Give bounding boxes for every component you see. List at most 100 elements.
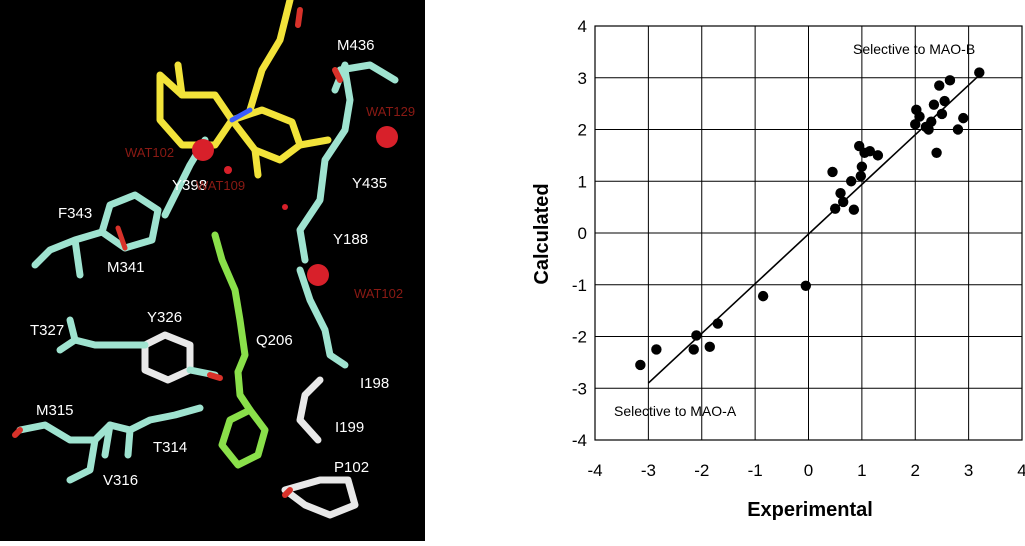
y-tick-label: -3 — [572, 379, 587, 398]
data-point — [974, 67, 985, 78]
residue-label: T314 — [153, 439, 187, 456]
data-point — [855, 170, 867, 182]
water-sphere — [376, 126, 398, 148]
binding-site-structure: M436 Y398 F343 M341 Y435 Y188 T327 Y326 … — [0, 0, 425, 541]
data-point — [635, 359, 646, 371]
x-tick-labels: -4 -3 -2 -1 0 1 2 3 4 — [587, 461, 1025, 480]
data-point — [704, 341, 715, 353]
data-point — [757, 290, 769, 302]
data-point — [934, 80, 945, 91]
data-point — [846, 176, 857, 187]
residue-label: V316 — [103, 472, 138, 489]
bond-stick — [211, 231, 249, 376]
x-axis-title: Experimental — [747, 499, 873, 521]
residue-label: Q206 — [256, 332, 293, 349]
x-tick-label: 4 — [1017, 461, 1025, 480]
x-tick-label: -2 — [694, 461, 709, 480]
bond-stick — [31, 228, 106, 279]
residue-label: T327 — [30, 322, 64, 339]
bond-stick — [56, 316, 79, 354]
y-tick-label: 0 — [578, 224, 587, 243]
data-point — [872, 150, 884, 161]
data-point — [835, 187, 846, 199]
bond-stick — [295, 7, 303, 28]
bond-stick — [296, 66, 354, 264]
residue-label: P102 — [334, 459, 369, 476]
annotation-mao-a: Selective to MAO-A — [614, 403, 737, 419]
annotation-mao-b: Selective to MAO-B — [853, 41, 975, 57]
bond-stick — [246, 0, 294, 114]
y-tick-label: 3 — [578, 69, 587, 88]
bond-stick — [229, 107, 253, 123]
data-point — [952, 124, 964, 135]
data-point — [939, 95, 950, 107]
data-point — [926, 116, 937, 127]
y-axis-title: Calculated — [531, 183, 553, 284]
bond-stick — [207, 372, 223, 381]
data-point — [829, 203, 841, 214]
residue-label: Y398 — [172, 177, 207, 194]
bond-stick — [282, 487, 293, 498]
y-tick-label: 1 — [578, 172, 587, 191]
data-point — [848, 204, 860, 215]
water-sphere — [224, 166, 232, 174]
x-tick-label: 0 — [804, 461, 813, 480]
grid-lines — [594, 25, 1023, 441]
y-tick-labels: 4 3 2 1 0 -1 -2 -3 -4 — [572, 17, 587, 450]
x-tick-label: -1 — [748, 461, 763, 480]
residue-label: I198 — [360, 375, 389, 392]
water-label: WAT109 — [196, 178, 245, 193]
residue-label: Y326 — [147, 309, 182, 326]
y-tick-label: -4 — [572, 431, 587, 450]
bond-stick — [296, 376, 324, 444]
data-point — [691, 330, 702, 341]
data-point — [864, 146, 876, 157]
residue-label: M436 — [337, 37, 375, 54]
bond-stick — [332, 67, 343, 83]
water-label: WAT129 — [366, 104, 415, 119]
water-sphere — [282, 204, 288, 210]
residue-label: I199 — [335, 419, 364, 436]
water-label: WAT102 — [125, 145, 174, 160]
water-sphere — [307, 264, 329, 286]
bond-stick — [156, 71, 236, 149]
data-point — [914, 111, 925, 122]
bond-stick — [296, 266, 349, 369]
residue-label: M315 — [36, 402, 74, 419]
data-point — [928, 99, 940, 110]
residue-label: M341 — [107, 259, 145, 276]
bond-stick — [12, 427, 23, 438]
data-point — [931, 147, 942, 158]
residue-label: Y435 — [352, 175, 387, 192]
data-point — [712, 318, 723, 329]
bond-stick — [115, 225, 128, 251]
bond-stick — [281, 476, 359, 519]
water-label: WAT102 — [354, 286, 403, 301]
plot-frame — [594, 25, 1023, 441]
data-point — [688, 344, 699, 355]
data-point — [651, 344, 662, 355]
residue-label: Y188 — [333, 231, 368, 248]
data-point — [936, 108, 948, 120]
x-tick-label: -4 — [587, 461, 602, 480]
data-point — [856, 161, 868, 172]
water-sphere — [192, 139, 214, 161]
y-tick-label: -2 — [572, 328, 587, 347]
data-point — [910, 119, 921, 130]
data-points — [635, 67, 985, 371]
bond-stick — [251, 136, 332, 179]
x-tick-label: -3 — [641, 461, 656, 480]
residue-label: F343 — [58, 205, 92, 222]
bond-stick — [66, 421, 134, 484]
bond-stick — [234, 368, 254, 414]
y-tick-label: -1 — [572, 276, 587, 295]
scatter-chart: 4 3 2 1 0 -1 -2 -3 -4 -4 -3 -2 -1 0 1 2 3 4 Selective to… — [430, 0, 1025, 541]
data-point — [827, 166, 838, 178]
data-point — [800, 280, 812, 291]
x-tick-label: 1 — [857, 461, 866, 480]
y-tick-label: 4 — [578, 17, 587, 36]
molecular-structure-image: M436 Y398 F343 M341 Y435 Y188 T327 Y326 … — [0, 0, 425, 541]
data-point — [958, 112, 969, 124]
y-tick-label: 2 — [578, 121, 587, 140]
data-point — [944, 75, 956, 86]
